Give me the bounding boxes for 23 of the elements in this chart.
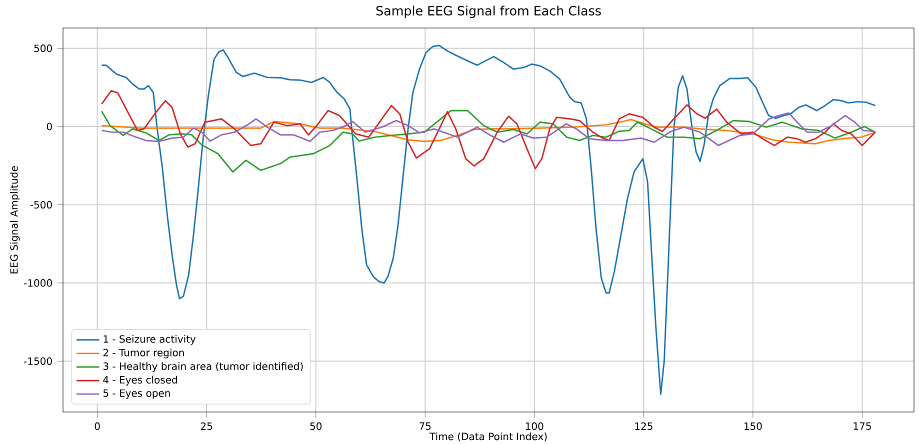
x-tick-label: 75 [420,422,431,430]
y-tick-label: 0 [46,122,52,130]
y-tick-label: 500 [34,44,52,52]
legend-label: 4 - Eyes closed [103,376,177,386]
y-tick-label: -500 [30,200,52,209]
legend-label: 5 - Eyes open [103,389,170,399]
line-series [100,90,876,170]
legend-label: 2 - Tumor region [103,348,184,358]
x-axis-title: Time (Data Point Index) [429,432,547,442]
x-tick-label: 175 [854,422,871,430]
y-tick-label: -1500 [24,357,52,365]
legend-label: 3 - Healthy brain area (tumor identified) [103,362,303,372]
x-tick-label: 50 [310,422,322,430]
y-tick-label: -1000 [24,279,52,287]
x-tick-label: 150 [744,422,762,430]
legend-label: 1 - Seizure activity [104,335,196,345]
line-series [100,112,876,146]
x-tick-label: 0 [94,422,100,430]
x-tick-label: 25 [200,422,212,430]
y-axis-title: EEG Signal Amplitude [10,166,20,274]
x-tick-label: 100 [526,422,544,430]
x-tick-label: 125 [635,422,652,430]
chart-title: Sample EEG Signal from Each Class [376,6,601,18]
